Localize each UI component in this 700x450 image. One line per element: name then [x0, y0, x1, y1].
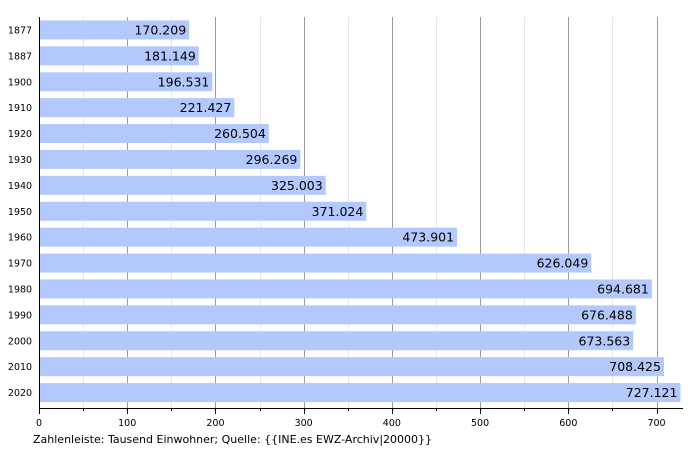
value-label: 473.901: [402, 230, 454, 245]
x-tick-label: 600: [559, 418, 577, 429]
bar: [39, 20, 190, 40]
chart-caption: Zahlenleiste: Tausend Einwohner; Quelle:…: [33, 433, 433, 446]
year-label: 1960: [8, 233, 32, 244]
x-tick-label: 200: [206, 418, 224, 429]
bar: [39, 279, 652, 299]
bar: [39, 124, 269, 144]
value-label: 196.531: [158, 74, 210, 89]
year-labels: 1877 1887 1900 1910 1920 1930 1940 1950 1960 1970…: [8, 25, 32, 399]
x-axis: [39, 17, 683, 414]
value-labels: 170.209 181.149 196.531 221.427 260.504 296.2…: [134, 22, 677, 400]
value-label: 676.488: [581, 307, 633, 322]
value-label: 708.425: [609, 359, 661, 374]
year-label: 1910: [8, 103, 32, 114]
bar: [39, 201, 367, 221]
year-label: 1887: [8, 51, 32, 62]
value-label: 181.149: [144, 48, 196, 63]
value-label: 626.049: [537, 256, 589, 271]
value-label: 727.121: [626, 385, 678, 400]
year-label: 2010: [8, 362, 32, 373]
year-label: 2020: [8, 388, 32, 399]
year-label: 1930: [8, 155, 32, 166]
value-label: 296.269: [246, 152, 298, 167]
bar: [39, 175, 326, 195]
year-label: 1950: [8, 207, 32, 218]
value-label: 694.681: [597, 281, 649, 296]
value-label: 170.209: [134, 22, 186, 37]
year-label: 1877: [8, 25, 32, 36]
value-label: 260.504: [214, 126, 266, 141]
x-tick-label: 0: [36, 418, 42, 429]
value-label: 371.024: [312, 204, 364, 219]
value-label: 325.003: [271, 178, 323, 193]
year-label: 2000: [8, 336, 32, 347]
x-tick-label: 700: [647, 418, 665, 429]
year-label: 1970: [8, 259, 32, 270]
bar: [39, 357, 664, 377]
value-label: 221.427: [180, 100, 232, 115]
bar: [39, 98, 235, 118]
x-tick-label: 300: [295, 418, 313, 429]
bar: [39, 46, 199, 66]
bar: [39, 331, 634, 351]
value-label: 673.563: [579, 333, 631, 348]
year-label: 1940: [8, 181, 32, 192]
bar: [39, 72, 213, 92]
x-tick-label: 500: [471, 418, 489, 429]
bars: [39, 20, 681, 403]
bar: [39, 149, 301, 169]
bar: [39, 383, 681, 403]
year-label: 1900: [8, 77, 32, 88]
bar: [39, 227, 458, 247]
year-label: 1990: [8, 310, 32, 321]
x-tick-label: 400: [383, 418, 401, 429]
year-label: 1920: [8, 129, 32, 140]
year-label: 1980: [8, 284, 32, 295]
bar: [39, 305, 636, 325]
bar: [39, 253, 592, 273]
x-tick-label: 100: [118, 418, 136, 429]
x-tick-labels: 0 100 200 300 400 500 600 700: [36, 418, 666, 429]
